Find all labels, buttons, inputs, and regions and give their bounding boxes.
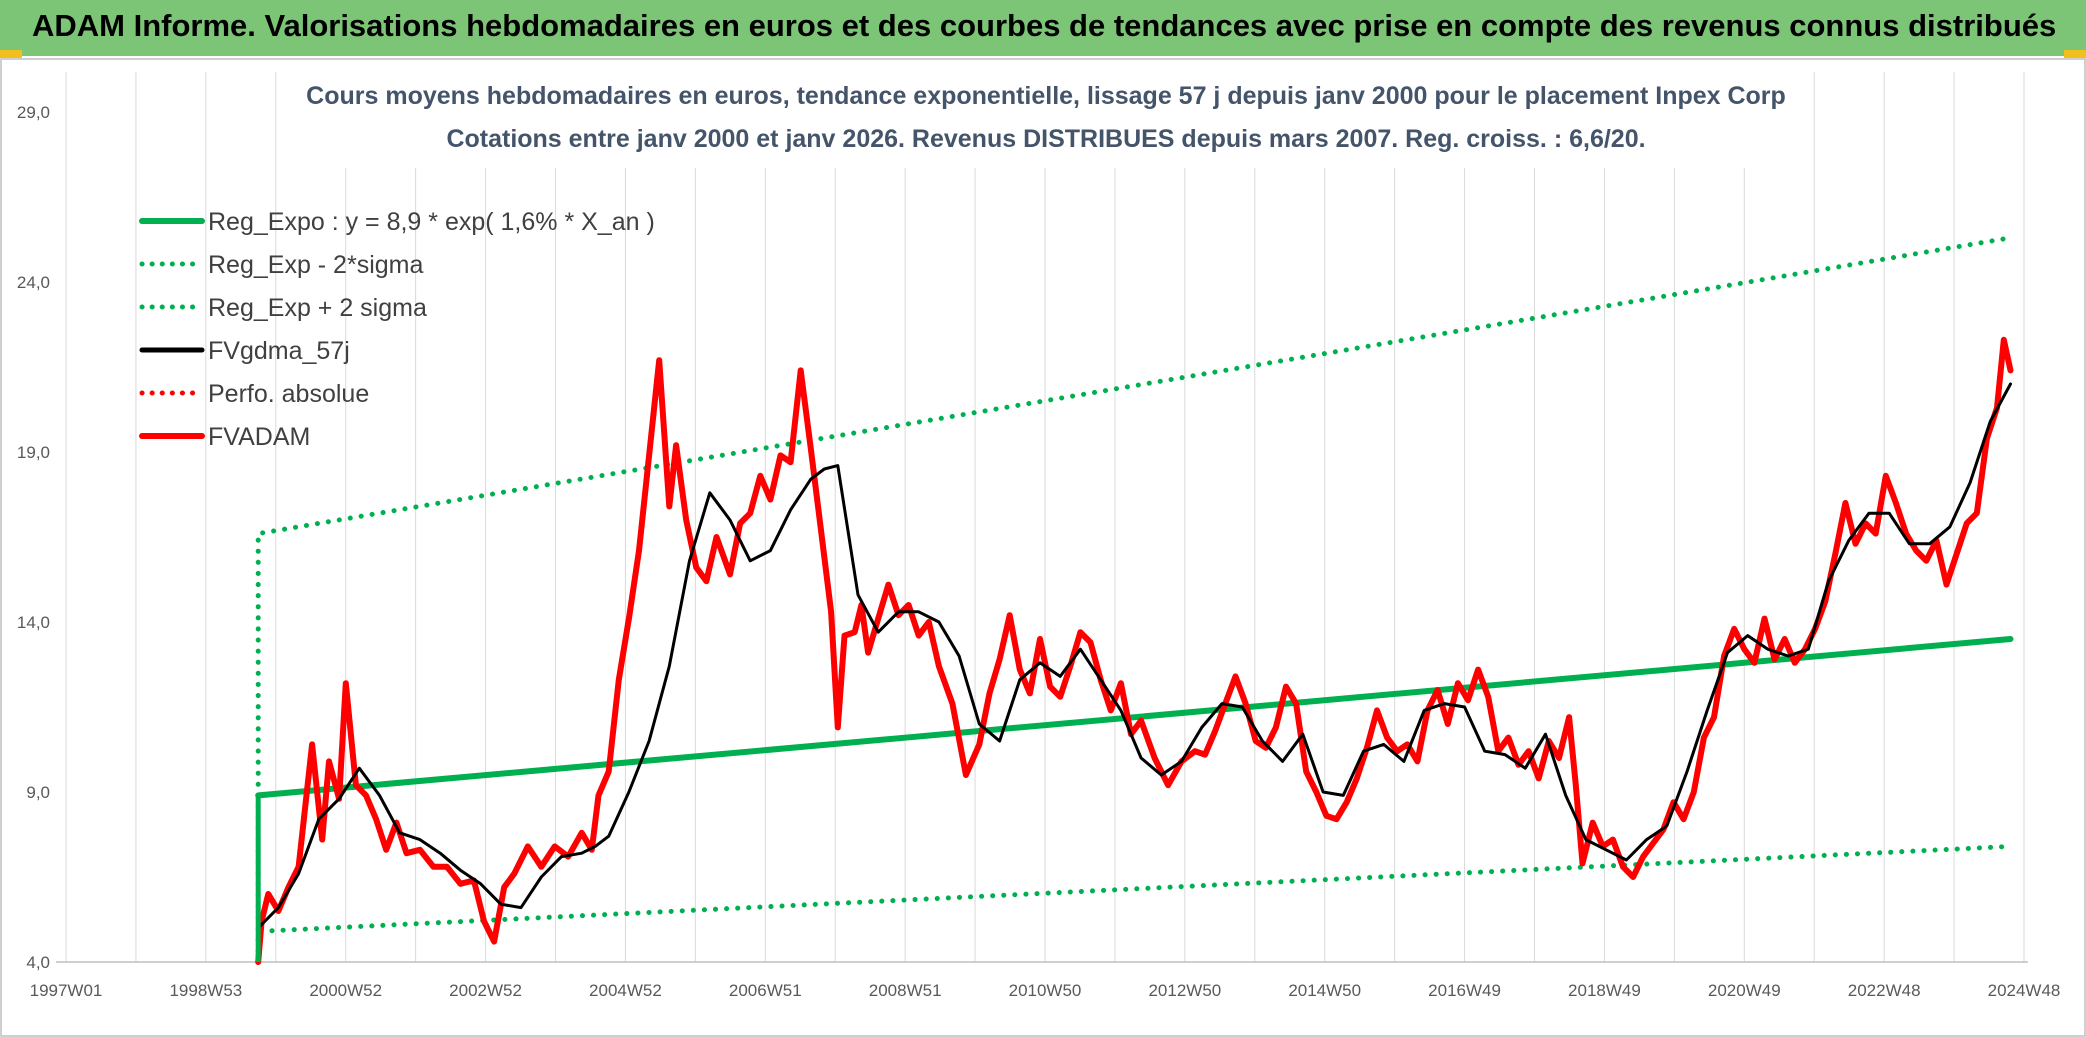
x-tick-label: 2016W49 [1428,981,1501,1000]
report-header: ADAM Informe. Valorisations hebdomadaire… [0,0,2086,56]
chart-area [0,58,2086,1037]
x-tick-label: 2004W52 [589,981,662,1000]
y-tick-label: 24,0 [17,273,50,292]
x-tick-label: 2002W52 [449,981,522,1000]
legend-label: Perfo. absolue [208,380,369,408]
y-tick-label: 14,0 [17,613,50,632]
x-tick-label: 2020W49 [1708,981,1781,1000]
legend-label: Reg_Exp - 2*sigma [208,251,423,279]
chart-title: Cours moyens hebdomadaires en euros, ten… [306,82,1786,110]
x-tick-label: 2014W50 [1288,981,1361,1000]
x-tick-label: 2024W48 [1988,981,2061,1000]
y-tick-labels: 4,0 9,0 14,0 19,0 24,0 29,0 [17,103,50,972]
series-layer [255,235,2014,965]
report-title: ADAM Informe. Valorisations hebdomadaire… [32,8,2057,43]
x-tick-label: 2008W51 [869,981,942,1000]
title-backdrop [330,60,1770,168]
x-tick-label: 2022W48 [1848,981,1921,1000]
chart-subtitle: Cotations entre janv 2000 et janv 2026. … [446,125,1645,153]
y-tick-label: 19,0 [17,443,50,462]
header-corner-right [2064,50,2086,58]
y-tick-label: 4,0 [26,953,50,972]
x-tick-label: 2000W52 [309,981,382,1000]
x-tick-label: 2010W50 [1009,981,1082,1000]
x-tick-label: 2006W51 [729,981,802,1000]
legend-label: Reg_Exp + 2 sigma [208,294,427,322]
legend: Reg_Expo : y = 8,9 * exp( 1,6% * X_an ) R… [139,208,655,451]
legend-label: FVgdma_57j [208,337,350,365]
x-tick-label: 2012W50 [1148,981,1221,1000]
y-tick-label: 29,0 [17,103,50,122]
legend-label: Reg_Expo : y = 8,9 * exp( 1,6% * X_an ) [208,208,655,236]
legend-label: FVADAM [208,423,310,451]
series-line-0 [255,636,2014,799]
x-tick-label: 1998W53 [169,981,242,1000]
grid-lines [65,72,2025,962]
series-line-3 [256,382,2012,930]
y-tick-label: 9,0 [26,783,50,802]
x-tick-labels: 1997W01 1998W53 2000W52 2002W52 2004W52 2006W… [30,981,2061,1000]
header-corner-left [0,50,22,58]
chart: Cours moyens hebdomadaires en euros, ten… [0,58,2086,1037]
x-tick-label: 1997W01 [30,981,103,1000]
x-tick-label: 2018W49 [1568,981,1641,1000]
series-line-5 [255,336,2014,965]
